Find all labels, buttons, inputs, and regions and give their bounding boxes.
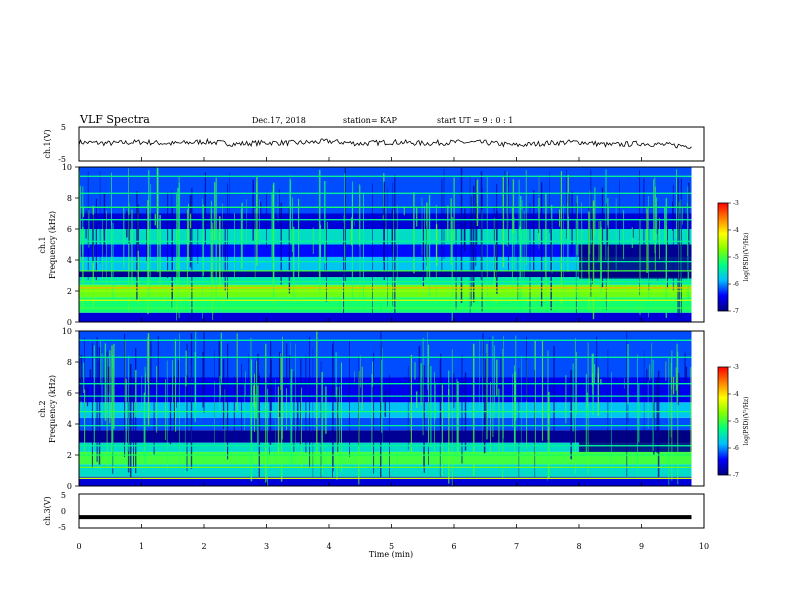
spectrogram-band [79, 476, 692, 486]
ch1-spectrogram-panel: 0 2 4 6 8 10 ch.1 Frequency (kHz) [38, 163, 705, 327]
spectrogram-band [79, 442, 692, 452]
colorbar-tick-label: -4 [733, 227, 739, 234]
time-tick-label: 7 [514, 542, 519, 551]
spectrogram-ytick-label: 6 [67, 225, 72, 234]
spectrogram-band [79, 167, 692, 214]
time-tick-label: 2 [201, 542, 206, 551]
ch1-spectrogram-ylabel-freq: Frequency (kHz) [48, 211, 57, 279]
time-tick-label: 5 [389, 542, 394, 551]
ch3-ytick-0: 0 [61, 507, 66, 516]
colorbar-2-scale [717, 366, 729, 476]
spectrogram-ytick-label: 4 [67, 256, 72, 265]
ch2-spectrogram-yticks: 0 2 4 6 8 10 [62, 327, 79, 491]
spectrogram-band [79, 229, 692, 245]
spectrogram-ytick-label: 2 [67, 451, 72, 460]
time-tick-label: 8 [576, 542, 581, 551]
ch2-spectrogram-panel: 0 2 4 6 8 10 ch.2 Frequency (kHz) [38, 327, 705, 491]
time-tick-label: 0 [76, 542, 81, 551]
ch2-spectrogram-ylabel-ch: ch.2 [38, 400, 47, 417]
ch2-spectrogram-image [79, 331, 704, 486]
time-tick-label: 1 [139, 542, 144, 551]
ch1-spectrogram-image [79, 167, 704, 322]
spectrogram-ytick-label: 2 [67, 287, 72, 296]
spectrogram-band [79, 312, 692, 322]
spectrogram-ytick-label: 10 [62, 163, 72, 172]
colorbar-1: -3 -4 -5 -6 -7 log(PSD)(V²/Hz) [717, 200, 750, 315]
colorbar-1-ticks: -3 -4 -5 -6 -7 [728, 200, 739, 315]
spectrogram-band [79, 270, 692, 278]
spectrogram-band [79, 256, 692, 271]
colorbar-tick-label: -5 [733, 254, 739, 261]
colorbar-tick-label: -6 [733, 281, 739, 288]
colorbar-tick-label: -3 [733, 364, 739, 371]
colorbar-1-scale [717, 202, 729, 312]
spectrogram-band [79, 297, 692, 313]
colorbar-2-label: log(PSD)(V²/Hz) [743, 397, 750, 446]
ch1-waveform-trace [78, 137, 692, 149]
spectrogram-band [79, 417, 692, 431]
colorbar-tick-label: -7 [733, 308, 739, 315]
ch3-waveform-frame [78, 493, 705, 529]
spectrogram-band [79, 331, 692, 378]
ch1-waveform-line [78, 137, 692, 149]
spectrogram-ytick-label: 0 [67, 318, 72, 327]
time-tick-label: 6 [451, 542, 456, 551]
colorbar-tick-label: -4 [733, 391, 739, 398]
ch1-spectrogram-yticks: 0 2 4 6 8 10 [62, 163, 79, 327]
spectrogram-band [79, 430, 692, 443]
time-tick-label: 9 [639, 542, 644, 551]
ch3-waveform-ylabel: ch.3(V) [43, 496, 52, 525]
ch3-ytick-neg5: -5 [58, 523, 66, 532]
spectrogram-ytick-label: 10 [62, 327, 72, 336]
spectrogram-ytick-label: 6 [67, 389, 72, 398]
spectrogram-band [79, 244, 692, 257]
spectrogram-band [79, 451, 692, 465]
ch2-spectrogram-ylabel-freq: Frequency (kHz) [48, 375, 57, 443]
colorbar-tick-label: -5 [733, 418, 739, 425]
time-tick-label: 4 [326, 542, 331, 551]
ch3-ytick-5: 5 [61, 491, 66, 500]
spectrogram-ytick-label: 0 [67, 482, 72, 491]
spectrogram-ytick-label: 4 [67, 420, 72, 429]
colorbar-tick-label: -7 [733, 472, 739, 479]
spectrogram-band [79, 464, 692, 477]
station-label: station= KAP [343, 116, 398, 125]
spectrogram-ytick-label: 8 [67, 358, 72, 367]
colorbar-1-label: log(PSD)(V²/Hz) [743, 233, 750, 282]
ch1-waveform-ylabel: ch.1(V) [43, 129, 52, 158]
figure-title: VLF Spectra [79, 113, 150, 126]
ch3-waveform-panel: 5 0 -5 ch.3(V) 0 1 2 3 4 5 6 7 8 9 10 Time (min) [43, 157, 709, 559]
colorbar-tick-label: -3 [733, 200, 739, 207]
spectrogram-quiet-region [579, 430, 692, 452]
colorbar-2-ticks: -3 -4 -5 -6 -7 [728, 364, 739, 479]
ch1-spectrogram-ylabel-ch: ch.1 [38, 236, 47, 253]
colorbar-tick-label: -6 [733, 445, 739, 452]
time-tick-label: 3 [264, 542, 269, 551]
ch1-ytick-neg5: -5 [58, 155, 66, 164]
start-time-label: start UT = 9 : 0 : 1 [437, 116, 513, 125]
ch1-waveform-panel: 5 -5 ch.1(V) [43, 123, 705, 164]
time-axis-label: Time (min) [369, 550, 413, 559]
date-label: Dec.17, 2018 [252, 116, 306, 125]
spectrogram-ytick-label: 8 [67, 194, 72, 203]
colorbar-2: -3 -4 -5 -6 -7 log(PSD)(V²/Hz) [717, 364, 750, 479]
time-tick-label: 10 [699, 542, 709, 551]
spectrogram-band [79, 213, 692, 229]
spectrogram-band [79, 277, 692, 285]
time-axis-ticks: 0 1 2 3 4 5 6 7 8 9 10 [76, 157, 709, 551]
ch1-ytick-5: 5 [61, 123, 66, 132]
